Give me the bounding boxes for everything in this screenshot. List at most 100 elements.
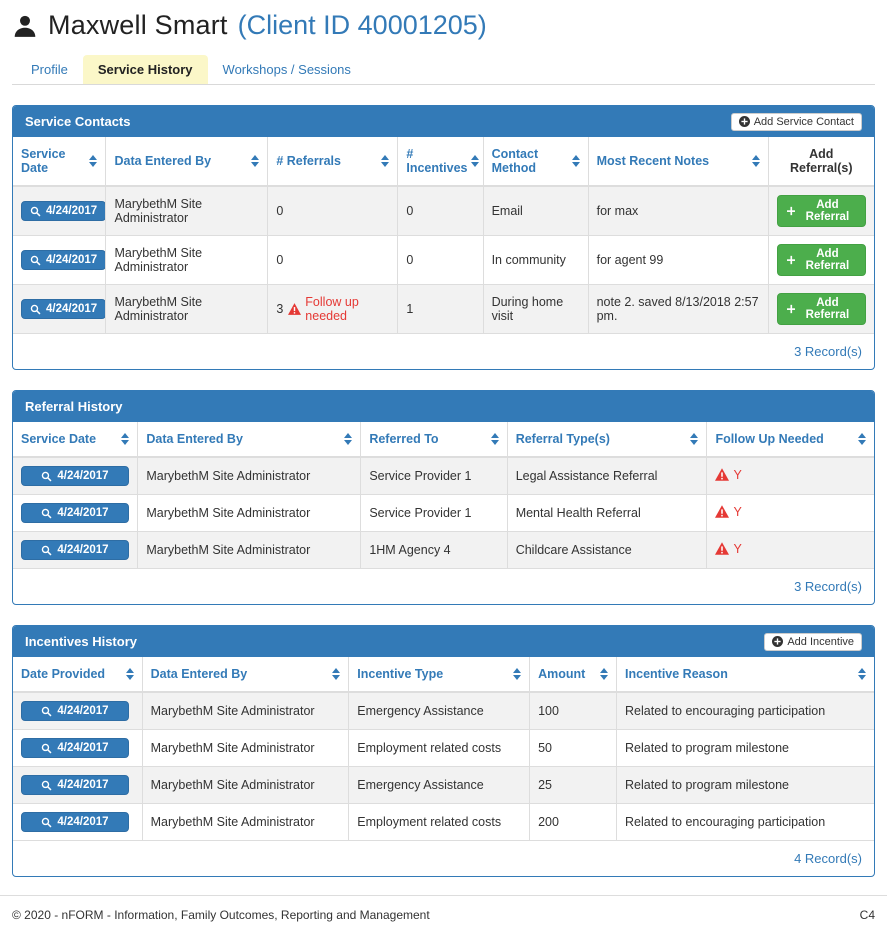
sort-icon[interactable]	[491, 433, 499, 445]
view-referral-button[interactable]: 4/24/2017	[21, 540, 129, 560]
service-date: 4/24/2017	[46, 205, 97, 217]
cell-entered-by: MarybethM Site Administrator	[142, 767, 349, 804]
table-row: 4/24/2017 MarybethM Site Administrator E…	[13, 692, 874, 730]
add-referral-button[interactable]: Add Referral	[777, 293, 866, 325]
tab-service-history[interactable]: Service History	[83, 55, 208, 84]
sort-icon[interactable]	[513, 668, 521, 680]
sort-icon[interactable]	[344, 433, 352, 445]
cell-follow-up: Y	[707, 495, 874, 532]
sort-icon[interactable]	[121, 433, 129, 445]
col-incentive-reason[interactable]: Incentive Reason	[617, 657, 874, 692]
circle-plus-icon	[739, 116, 750, 127]
cell-incentive-reason: Related to encouraging participation	[617, 804, 874, 841]
col-contact-method[interactable]: Contact Method	[483, 137, 588, 186]
add-referral-button[interactable]: Add Referral	[777, 195, 866, 227]
view-incentive-button[interactable]: 4/24/2017	[21, 812, 129, 832]
person-icon	[12, 13, 38, 39]
cell-amount: 50	[530, 730, 617, 767]
col-data-entered-by[interactable]: Data Entered By	[106, 137, 268, 186]
service-contacts-heading: Service Contacts Add Service Contact	[13, 106, 874, 137]
col-num-incentives[interactable]: # Incentives	[398, 137, 483, 186]
cell-referred-to: Service Provider 1	[361, 495, 507, 532]
col-service-date[interactable]: Service Date	[13, 422, 138, 457]
cell-entered-by: MarybethM Site Administrator	[138, 532, 361, 569]
add-referral-label: Add Referral	[799, 199, 856, 223]
cell-entered-by: MarybethM Site Administrator	[106, 285, 268, 334]
sort-icon[interactable]	[471, 155, 479, 167]
sort-icon[interactable]	[251, 155, 259, 167]
add-referral-button[interactable]: Add Referral	[777, 244, 866, 276]
referral-count: 3	[276, 302, 283, 316]
view-referral-button[interactable]: 4/24/2017	[21, 503, 129, 523]
sort-icon[interactable]	[381, 155, 389, 167]
add-service-contact-button[interactable]: Add Service Contact	[731, 113, 862, 131]
cell-notes: note 2. saved 8/13/2018 2:57 pm.	[588, 285, 768, 334]
cell-incentive-type: Employment related costs	[349, 730, 530, 767]
cell-amount: 200	[530, 804, 617, 841]
footer: © 2020 - nFORM - Information, Family Out…	[0, 896, 887, 932]
client-header: Maxwell Smart (Client ID 40001205)	[12, 10, 875, 41]
col-incentive-type[interactable]: Incentive Type	[349, 657, 530, 692]
col-follow-up-needed[interactable]: Follow Up Needed	[707, 422, 874, 457]
cell-incentive-type: Emergency Assistance	[349, 692, 530, 730]
view-service-contact-button[interactable]: 4/24/2017	[21, 201, 106, 221]
sort-icon[interactable]	[752, 155, 760, 167]
col-most-recent-notes[interactable]: Most Recent Notes	[588, 137, 768, 186]
referral-history-heading: Referral History	[13, 391, 874, 422]
view-incentive-button[interactable]: 4/24/2017	[21, 775, 129, 795]
service-date: 4/24/2017	[57, 470, 108, 482]
add-incentive-button[interactable]: Add Incentive	[764, 633, 862, 651]
page-title: Maxwell Smart	[48, 10, 228, 41]
warning-icon	[715, 505, 729, 518]
view-service-contact-button[interactable]: 4/24/2017	[21, 250, 106, 270]
cell-referred-to: 1HM Agency 4	[361, 532, 507, 569]
cell-incentives: 0	[398, 186, 483, 236]
cell-contact-method: Email	[483, 186, 588, 236]
cell-incentive-type: Employment related costs	[349, 804, 530, 841]
sort-icon[interactable]	[858, 668, 866, 680]
service-date: 4/24/2017	[46, 254, 97, 266]
view-referral-button[interactable]: 4/24/2017	[21, 466, 129, 486]
cell-contact-method: During home visit	[483, 285, 588, 334]
sort-icon[interactable]	[126, 668, 134, 680]
follow-up-flag: Y	[715, 505, 741, 519]
cell-amount: 25	[530, 767, 617, 804]
service-contacts-table: Service Date Data Entered By # Referrals…	[13, 137, 874, 333]
add-referral-label: Add Referral	[799, 297, 856, 321]
sort-icon[interactable]	[572, 155, 580, 167]
cell-referral-type: Mental Health Referral	[507, 495, 707, 532]
col-data-entered-by[interactable]: Data Entered By	[142, 657, 349, 692]
sort-icon[interactable]	[600, 668, 608, 680]
table-row: 4/24/2017 MarybethM Site Administrator E…	[13, 804, 874, 841]
sort-icon[interactable]	[89, 155, 97, 167]
sort-icon[interactable]	[690, 433, 698, 445]
service-date: 4/24/2017	[57, 544, 108, 556]
cell-amount: 100	[530, 692, 617, 730]
incentives-history-heading: Incentives History Add Incentive	[13, 626, 874, 657]
table-row: 4/24/2017 MarybethM Site Administrator 0…	[13, 186, 874, 236]
follow-up-text: Y	[733, 468, 741, 482]
view-service-contact-button[interactable]: 4/24/2017	[21, 299, 106, 319]
tab-workshops-sessions[interactable]: Workshops / Sessions	[208, 55, 366, 84]
col-data-entered-by[interactable]: Data Entered By	[138, 422, 361, 457]
view-incentive-button[interactable]: 4/24/2017	[21, 738, 129, 758]
cell-notes: for agent 99	[588, 236, 768, 285]
table-row: 4/24/2017 MarybethM Site Administrator E…	[13, 730, 874, 767]
footer-code: C4	[860, 908, 875, 922]
circle-plus-icon	[772, 636, 783, 647]
col-referred-to[interactable]: Referred To	[361, 422, 507, 457]
col-service-date[interactable]: Service Date	[13, 137, 106, 186]
col-date-provided[interactable]: Date Provided	[13, 657, 142, 692]
col-referral-types[interactable]: Referral Type(s)	[507, 422, 707, 457]
tab-profile[interactable]: Profile	[16, 55, 83, 84]
add-incentive-label: Add Incentive	[787, 636, 854, 648]
sort-icon[interactable]	[858, 433, 866, 445]
col-amount[interactable]: Amount	[530, 657, 617, 692]
sort-icon[interactable]	[332, 668, 340, 680]
view-incentive-button[interactable]: 4/24/2017	[21, 701, 129, 721]
col-add-referrals: Add Referral(s)	[768, 137, 874, 186]
table-row: 4/24/2017 MarybethM Site Administrator 1…	[13, 532, 874, 569]
cell-entered-by: MarybethM Site Administrator	[142, 730, 349, 767]
service-contacts-title: Service Contacts	[25, 114, 131, 129]
col-num-referrals[interactable]: # Referrals	[268, 137, 398, 186]
